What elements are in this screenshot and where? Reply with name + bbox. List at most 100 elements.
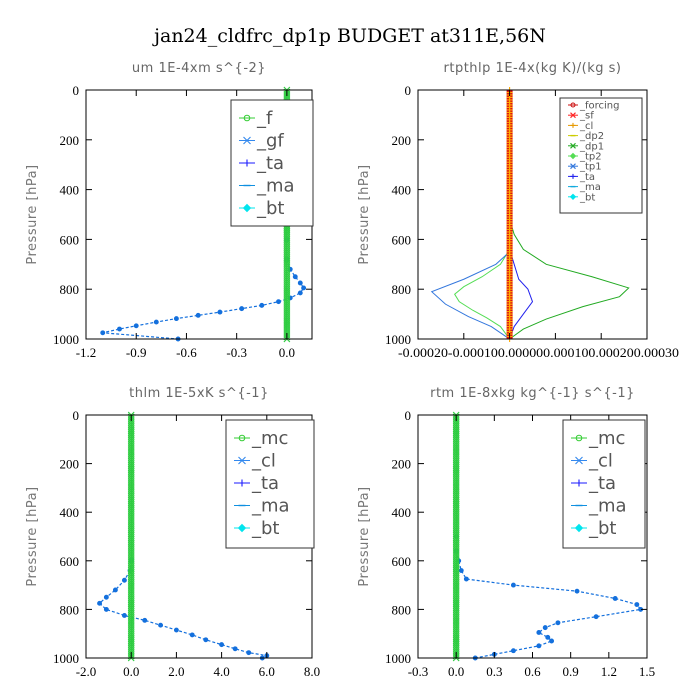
y-tick-label: 600 xyxy=(60,554,80,569)
legend-label: _ta xyxy=(256,153,284,174)
y-tick-label: 0 xyxy=(73,83,80,98)
legend-entry: _dp2 xyxy=(568,131,604,142)
series-line xyxy=(509,90,630,340)
y-axis-label: Pressure [hPa] xyxy=(25,164,40,264)
legend-label: _cl xyxy=(251,451,276,472)
legend: _f_gf_ta_ma_bt xyxy=(230,99,314,227)
legend-entry: _bt xyxy=(234,518,279,539)
legend-label: _ta xyxy=(251,473,279,494)
x-tick-label: -0.3 xyxy=(226,345,247,360)
data-point xyxy=(121,577,127,583)
y-tick-label: 0 xyxy=(405,83,412,98)
data-point xyxy=(189,632,195,638)
y-axis-label: Pressure [hPa] xyxy=(25,486,40,586)
data-point xyxy=(510,648,516,654)
legend-marker xyxy=(570,102,576,108)
data-point xyxy=(276,299,281,305)
y-tick-label: 400 xyxy=(60,505,80,520)
data-point xyxy=(536,643,542,649)
chart-1: um 1E-4xm s^{-2} Pressure [hPa] 0 200 400 600… xyxy=(25,61,314,360)
data-point xyxy=(574,588,580,594)
series-profile-5 xyxy=(97,558,270,661)
legend-label: _f xyxy=(256,108,273,129)
data-point xyxy=(217,309,223,315)
x-tick-label: 0.0 xyxy=(123,664,139,679)
legend-entry: _ta xyxy=(239,153,284,174)
y-tick-label: 800 xyxy=(60,602,80,617)
legend-label: _ta xyxy=(579,172,595,183)
legend-label: _tp2 xyxy=(579,152,602,163)
chart-title: rtpthlp 1E-4x(kg K)/(kg s) xyxy=(444,61,622,76)
series-line xyxy=(102,239,305,340)
legend-label: _ma xyxy=(256,176,295,197)
data-point xyxy=(555,620,561,626)
legend-marker xyxy=(570,122,576,128)
y-tick-label: 600 xyxy=(60,232,80,247)
plot-frame xyxy=(417,89,648,340)
y-tick-label: 400 xyxy=(392,505,412,520)
y-tick-label: 800 xyxy=(392,282,412,297)
legend-marker xyxy=(569,193,577,201)
legend-marker xyxy=(238,434,246,442)
legend-entry: _bt xyxy=(239,198,284,219)
legend-marker xyxy=(575,434,583,442)
x-tick-label: 0.6 xyxy=(524,664,541,679)
figure-title: jan24_cldfrc_dp1p BUDGET at311E,56N xyxy=(152,25,546,47)
legend-label: _bt xyxy=(256,198,284,219)
series-profile-6 xyxy=(452,411,460,662)
chart-title: rtm 1E-8xkg kg^{-1} s^{-1} xyxy=(430,386,635,401)
x-tick-label: 0.0 xyxy=(448,664,464,679)
data-point xyxy=(239,306,245,312)
legend-label: _dp2 xyxy=(579,131,604,142)
y-tick-label: 600 xyxy=(392,232,412,247)
x-tick-label: 2.0 xyxy=(168,664,184,679)
data-point xyxy=(133,323,139,329)
x-tick-label: -0.9 xyxy=(126,345,147,360)
legend-label: _tp1 xyxy=(579,162,602,173)
legend-entry: _dp1 xyxy=(568,141,604,152)
legend-label: _sf xyxy=(579,111,594,122)
legend: _mc_cl_ta_ma_bt xyxy=(225,419,315,549)
data-point xyxy=(103,594,109,600)
data-point xyxy=(112,587,118,593)
legend-marker xyxy=(570,142,576,149)
x-tick-label: 0.9 xyxy=(563,664,579,679)
series-tp1 xyxy=(430,90,511,340)
legend-marker xyxy=(570,173,576,179)
legend-marker xyxy=(575,456,583,465)
data-point xyxy=(545,634,551,640)
legend-marker xyxy=(237,523,247,533)
legend-entry: _ta xyxy=(234,473,279,494)
legend-marker xyxy=(238,456,246,465)
legend: _forcing_sf_cl_dp2_dp1_tp2_tp1_ta_ma_bt xyxy=(559,97,643,214)
data-point xyxy=(301,285,307,291)
x-tick-label: 0.3 xyxy=(486,664,502,679)
legend-label: _cl xyxy=(588,451,613,472)
legend-marker xyxy=(570,112,576,119)
legend-label: _bt xyxy=(588,518,616,539)
data-point xyxy=(173,316,179,322)
legend-entry: _ma xyxy=(239,176,295,197)
y-axis-label: Pressure [hPa] xyxy=(357,164,372,264)
y-tick-label: 1000 xyxy=(53,651,79,666)
y-tick-label: 0 xyxy=(405,408,412,423)
data-point xyxy=(292,274,298,280)
series-profile-5 xyxy=(100,236,307,342)
series-profile-5 xyxy=(453,534,644,661)
y-tick-label: 400 xyxy=(392,183,412,198)
legend-label: _forcing xyxy=(579,101,620,112)
y-tick-label: 200 xyxy=(392,457,412,472)
y-tick-label: 1000 xyxy=(385,332,411,347)
y-tick-label: 200 xyxy=(60,133,80,148)
x-tick-label: 8.0 xyxy=(304,664,320,679)
legend-marker xyxy=(243,136,251,145)
series-line xyxy=(509,90,534,340)
x-tick-label: 0.0 xyxy=(279,345,295,360)
legend-entry: _cl xyxy=(571,451,613,472)
series-profile-6 xyxy=(127,411,135,662)
data-point xyxy=(463,576,469,582)
legend-label: _cl xyxy=(579,121,593,132)
legend-marker xyxy=(242,203,252,213)
legend-label: _ma xyxy=(251,496,290,517)
